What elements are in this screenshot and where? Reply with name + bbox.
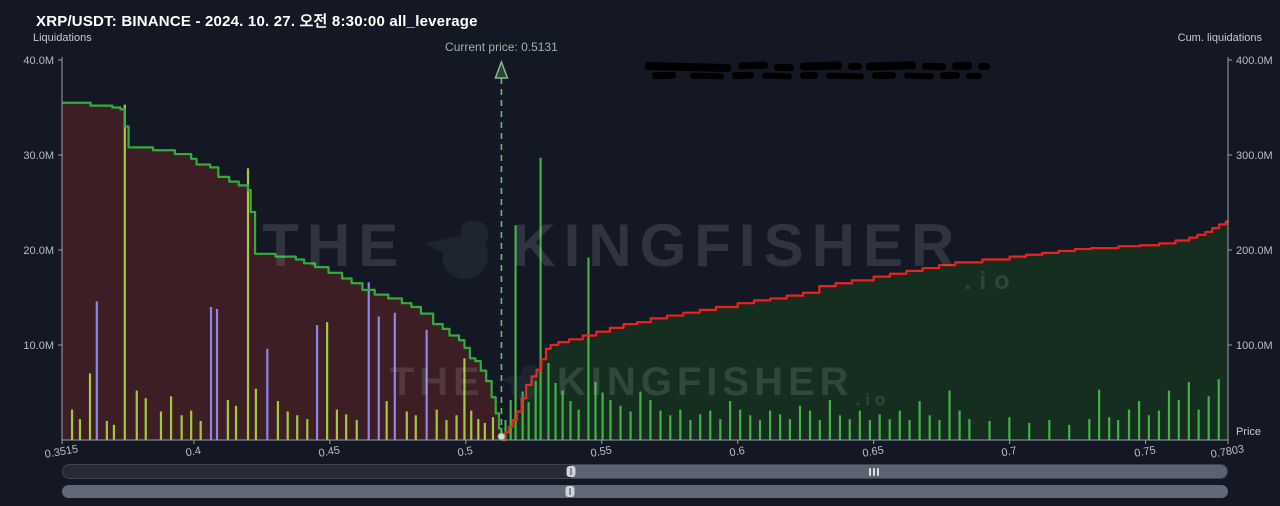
scrollbar-handle[interactable] bbox=[565, 486, 575, 497]
svg-text:100.0M: 100.0M bbox=[1236, 340, 1273, 352]
svg-text:30.0M: 30.0M bbox=[23, 150, 54, 162]
x-range-slider[interactable] bbox=[62, 464, 1228, 479]
current-price-label: Current price: 0.5131 bbox=[445, 40, 558, 54]
svg-text:0.55: 0.55 bbox=[590, 444, 613, 460]
svg-text:0.7803: 0.7803 bbox=[1210, 443, 1245, 461]
range-selected-window[interactable] bbox=[570, 465, 1227, 478]
x-scrollbar[interactable] bbox=[62, 485, 1228, 498]
svg-text:0.65: 0.65 bbox=[862, 444, 885, 460]
svg-text:0.75: 0.75 bbox=[1133, 444, 1156, 460]
svg-text:0.45: 0.45 bbox=[318, 444, 341, 460]
svg-text:0.5: 0.5 bbox=[457, 445, 474, 459]
page-title: XRP/USDT: BINANCE - 2024. 10. 27. 오전 8:3… bbox=[36, 13, 478, 30]
svg-text:0.7: 0.7 bbox=[1001, 445, 1018, 459]
svg-text:300.0M: 300.0M bbox=[1236, 150, 1273, 162]
x-axis-caption: Price bbox=[1235, 426, 1261, 438]
right-axis-caption: Cum. liquidations bbox=[1177, 32, 1262, 44]
svg-text:0.3515: 0.3515 bbox=[44, 443, 79, 461]
svg-text:400.0M: 400.0M bbox=[1236, 55, 1273, 67]
svg-text:40.0M: 40.0M bbox=[23, 55, 54, 67]
svg-text:0.6: 0.6 bbox=[729, 445, 746, 459]
svg-text:200.0M: 200.0M bbox=[1236, 245, 1273, 257]
range-start-handle[interactable] bbox=[566, 466, 575, 477]
svg-text:10.0M: 10.0M bbox=[23, 340, 54, 352]
svg-text:0.4: 0.4 bbox=[185, 445, 202, 459]
svg-text:20.0M: 20.0M bbox=[23, 245, 54, 257]
range-grip-icon[interactable] bbox=[869, 468, 880, 476]
left-axis-caption: Liquidations bbox=[33, 32, 92, 44]
